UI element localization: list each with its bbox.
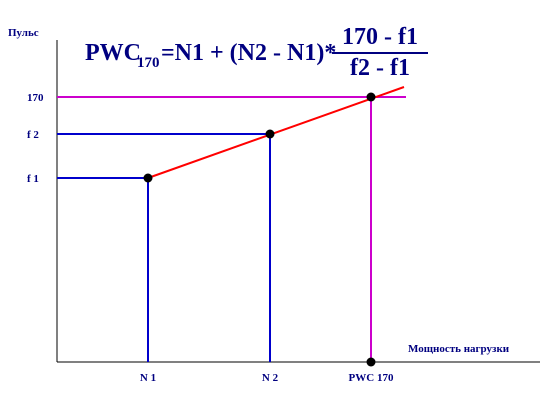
point: [366, 92, 376, 102]
point: [265, 129, 275, 139]
formula: PWC 170 =N1 + (N2 - N1)* 170 - f1 f2 - f…: [85, 24, 428, 81]
x-label: N 2: [262, 372, 279, 384]
pulse-line: [147, 86, 405, 179]
y-label: f 2: [27, 129, 39, 141]
x-label: N 1: [140, 372, 156, 384]
points: [143, 92, 376, 367]
y-axis-label: Пульс: [8, 27, 39, 39]
formula-subscript: 170: [137, 55, 160, 71]
formula-numerator: 170 - f1: [342, 24, 418, 50]
guides: [57, 86, 406, 362]
x-label: PWC 170: [349, 372, 394, 384]
formula-rhs: =N1 + (N2 - N1)*: [161, 40, 336, 66]
y-label: f 1: [27, 173, 39, 185]
axes: [56, 40, 540, 363]
point: [366, 357, 376, 367]
formula-lhs: PWC: [85, 40, 141, 66]
point: [143, 173, 153, 183]
formula-denominator: f2 - f1: [350, 55, 410, 81]
x-axis-label: Мощность нагрузки: [408, 343, 510, 355]
y-label: 170: [27, 92, 44, 104]
